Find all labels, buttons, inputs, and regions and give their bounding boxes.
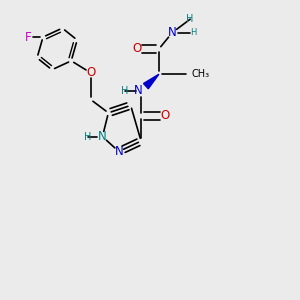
Text: CH₃: CH₃: [192, 69, 210, 79]
Text: N: N: [134, 84, 143, 97]
Text: H: H: [84, 132, 91, 142]
Text: O: O: [132, 42, 141, 56]
Text: H: H: [190, 28, 196, 37]
Text: H: H: [186, 14, 194, 24]
Polygon shape: [143, 74, 159, 89]
Text: F: F: [25, 31, 32, 44]
Text: H: H: [121, 85, 128, 96]
Text: N: N: [114, 145, 123, 158]
Text: O: O: [86, 66, 95, 79]
Text: N: N: [168, 26, 177, 39]
Text: O: O: [160, 109, 170, 122]
Text: N: N: [98, 130, 107, 143]
